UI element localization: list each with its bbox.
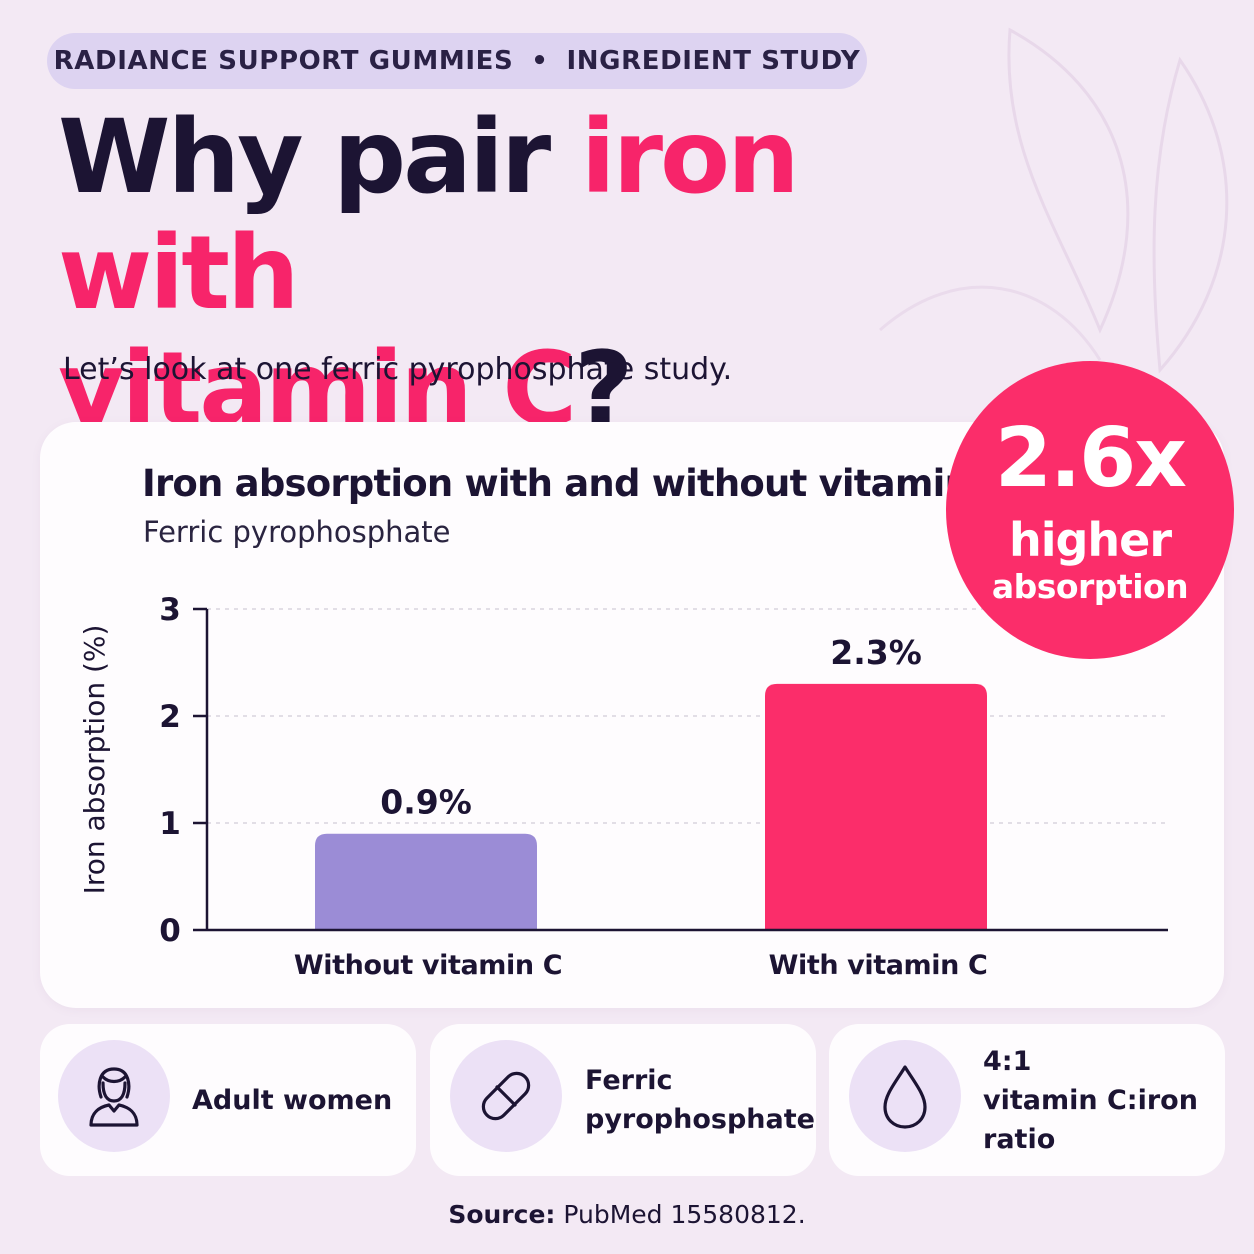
tag-type: INGREDIENT STUDY: [566, 46, 861, 76]
y-axis-title: Iron absorption (%): [78, 625, 111, 895]
chart-subtitle: Ferric pyrophosphate: [143, 515, 451, 549]
fact-text: Adult women: [192, 1024, 392, 1176]
bar: [315, 833, 537, 930]
tag-brand: RADIANCE SUPPORT GUMMIES: [53, 46, 514, 76]
fact-card-compound: Ferric pyrophosphate: [430, 1024, 816, 1176]
fact-card-ratio: 4:1 vitamin C:iron ratio: [829, 1024, 1225, 1176]
tag-separator: •: [531, 46, 549, 76]
fact-text: Ferric pyrophosphate: [585, 1024, 815, 1176]
fact-line-1: Adult women: [192, 1084, 393, 1116]
y-tick-label: 1: [159, 806, 181, 842]
bar-value-label: 2.3%: [830, 633, 922, 672]
badge-line-1: higher: [1008, 513, 1172, 567]
badge-multiplier: 2.6x: [994, 411, 1187, 506]
woman-icon: [89, 1067, 139, 1127]
fact-text: 4:1 vitamin C:iron ratio: [983, 1024, 1225, 1176]
source-label: Source:: [448, 1200, 556, 1229]
bar: [765, 683, 987, 930]
headline-part-2: iron with: [58, 98, 800, 333]
x-tick-label: Without vitamin C: [294, 950, 562, 981]
fact-icon-circle: [849, 1040, 961, 1152]
fact-line-1: Ferric: [585, 1065, 673, 1096]
source-text: PubMed 15580812.: [555, 1200, 806, 1229]
capsule-icon: [481, 1071, 531, 1121]
droplet-icon: [883, 1065, 927, 1129]
y-tick-label: 3: [159, 592, 181, 628]
fact-line-1: 4:1: [983, 1045, 1032, 1077]
fact-icon-circle: [58, 1040, 170, 1152]
lede-text: Let’s look at one ferric pyrophosphate s…: [63, 352, 733, 387]
absorption-badge: 2.6x higher absorption: [946, 361, 1234, 659]
bar-value-label: 0.9%: [380, 783, 472, 822]
y-tick-label: 2: [159, 699, 181, 735]
x-tick-label: With vitamin C: [769, 950, 988, 981]
chart-title: Iron absorption with and without vitamin…: [142, 462, 1009, 505]
fact-card-population: Adult women: [40, 1024, 416, 1176]
headline-part-1: Why pair: [58, 98, 581, 217]
fact-line-2: pyrophosphate: [585, 1104, 815, 1135]
y-tick-label: 0: [159, 913, 181, 949]
category-tag: RADIANCE SUPPORT GUMMIES • INGREDIENT ST…: [47, 33, 867, 89]
badge-line-2: absorption: [991, 567, 1189, 606]
fact-icon-circle: [450, 1040, 562, 1152]
source-citation: Source: PubMed 15580812.: [0, 1200, 1254, 1229]
fact-line-2: vitamin C:iron ratio: [983, 1084, 1198, 1155]
